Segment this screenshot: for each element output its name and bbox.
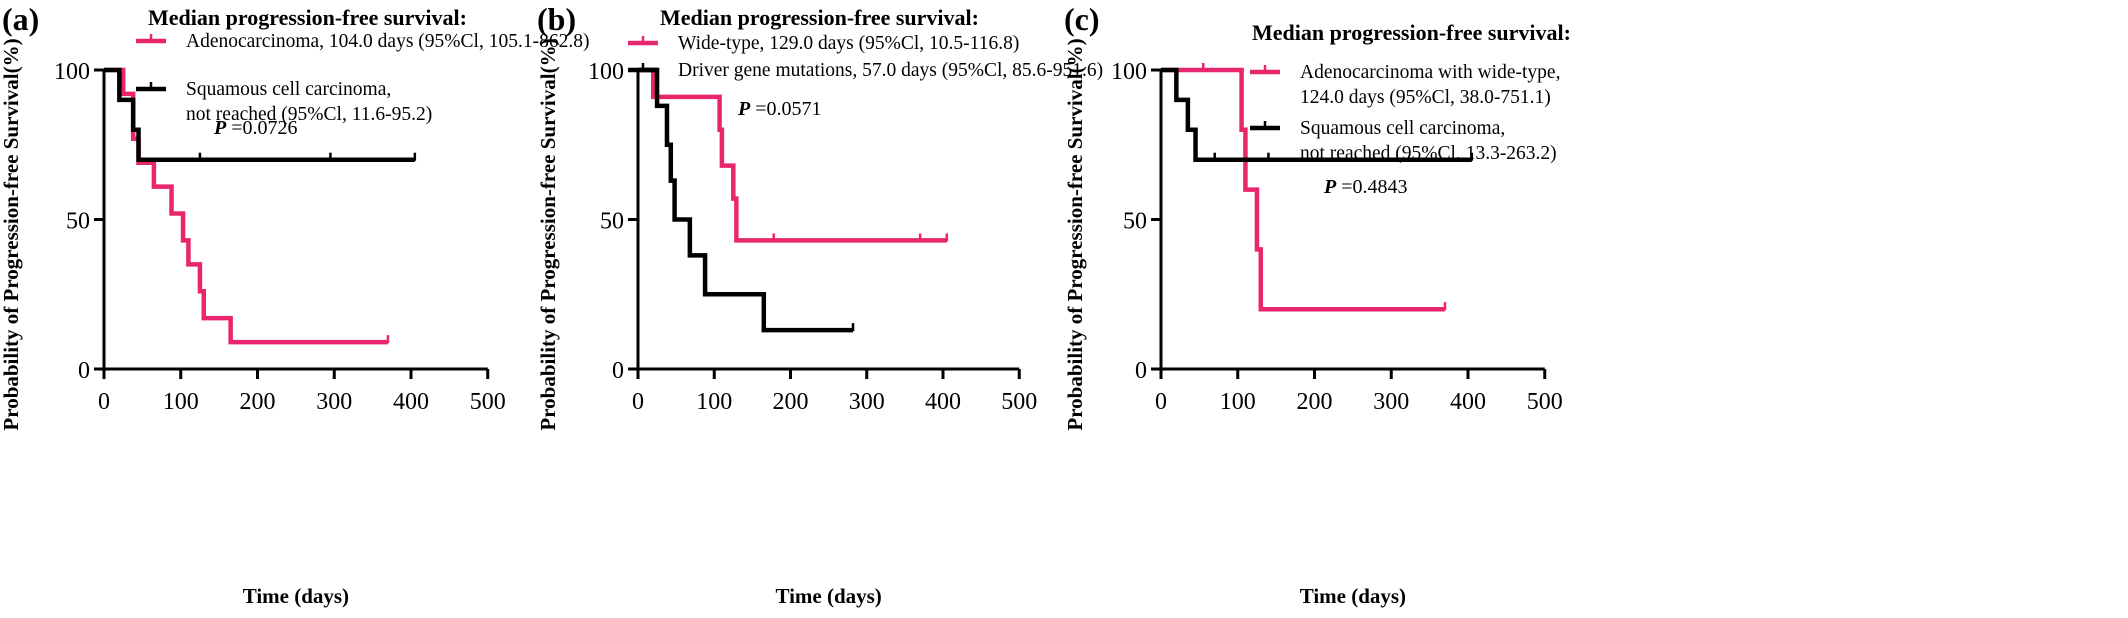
chart-panel: (a) 0 100 200 300 400 500 0 50 100 Time (days) Prob… (0, 1, 589, 608)
y-tick-label: 50 (600, 209, 624, 235)
x-tick-label: 500 (1001, 389, 1037, 415)
p-value-text: =0.4843 (1336, 176, 1407, 198)
legend-label: Driver gene mutations, 57.0 days (95%Cl,… (678, 60, 1103, 81)
chart-panel: (b) 0 100 200 300 400 500 0 50 100 Time (days) Prob… (536, 1, 1103, 608)
y-tick-label: 0 (612, 358, 624, 384)
panel-label: (a) (2, 1, 39, 37)
legend-title: Median progression-free survival: (660, 5, 979, 30)
legend-label: Adenocarcinoma with wide-type, (1300, 62, 1560, 83)
p-value: P =0.0571 (737, 98, 822, 120)
x-tick-label: 300 (316, 389, 352, 415)
y-tick-label: 0 (1135, 358, 1147, 384)
y-tick-label: 100 (1111, 59, 1147, 85)
x-tick-label: 0 (1155, 389, 1167, 415)
x-tick-label: 200 (1297, 389, 1333, 415)
legend-label: 124.0 days (95%Cl, 38.0-751.1) (1300, 87, 1551, 108)
p-value-text: =0.0726 (226, 117, 297, 139)
y-tick-label: 50 (1123, 209, 1147, 235)
panel-label: (c) (1064, 1, 1100, 37)
x-tick-label: 100 (696, 389, 732, 415)
x-axis-title: Time (days) (775, 584, 881, 608)
legend-label: not reached (95%Cl, 11.6-95.2) (186, 104, 432, 125)
legend-title: Median progression-free survival: (1252, 20, 1571, 45)
x-tick-label: 500 (470, 389, 506, 415)
survival-curve (1161, 67, 1472, 162)
p-value: P =0.0726 (213, 117, 298, 139)
y-axis-title: Probability of Progression-free Survival… (1063, 38, 1087, 430)
legend-label: Adenocarcinoma, 104.0 days (95%Cl, 105.1… (186, 31, 589, 52)
x-tick-label: 100 (163, 389, 199, 415)
panel-label: (b) (537, 1, 576, 37)
p-value-text: =0.0571 (750, 98, 821, 120)
legend-label: Squamous cell carcinoma, (1300, 118, 1505, 139)
x-tick-label: 300 (849, 389, 885, 415)
y-axis-title: Probability of Progression-free Survival… (536, 38, 560, 430)
survival-curve (104, 67, 415, 162)
legend-label: Wide-type, 129.0 days (95%Cl, 10.5-116.8… (678, 33, 1019, 54)
y-axis-title: Probability of Progression-free Survival… (0, 38, 23, 430)
survival-curve (638, 67, 947, 243)
x-tick-label: 0 (98, 389, 110, 415)
x-axis-title: Time (days) (1300, 584, 1406, 608)
x-axis-title: Time (days) (243, 584, 349, 608)
survival-curve (638, 67, 854, 333)
survival-curve (1161, 67, 1445, 312)
legend-label: not reached (95%Cl, 13.3-263.2) (1300, 143, 1557, 164)
p-value: P =0.4843 (1323, 176, 1408, 198)
x-tick-label: 500 (1527, 389, 1563, 415)
x-tick-label: 100 (1220, 389, 1256, 415)
x-tick-label: 300 (1373, 389, 1409, 415)
y-tick-label: 0 (78, 358, 90, 384)
x-tick-label: 400 (925, 389, 961, 415)
chart-panel: (c) 0 100 200 300 400 500 0 50 100 Time (days) Prob… (1063, 1, 1571, 608)
x-tick-label: 200 (773, 389, 809, 415)
x-tick-label: 400 (393, 389, 429, 415)
x-tick-label: 400 (1450, 389, 1486, 415)
x-tick-label: 200 (240, 389, 276, 415)
y-tick-label: 100 (588, 59, 624, 85)
x-tick-label: 0 (632, 389, 644, 415)
y-tick-label: 100 (54, 59, 90, 85)
y-tick-label: 50 (66, 209, 90, 235)
legend-title: Median progression-free survival: (148, 5, 467, 30)
legend-label: Squamous cell carcinoma, (186, 79, 391, 100)
